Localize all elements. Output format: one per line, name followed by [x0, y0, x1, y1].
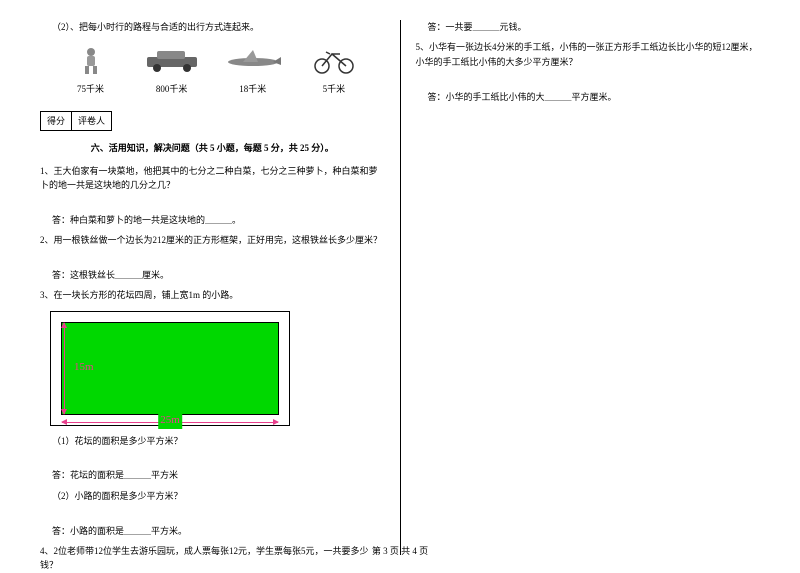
page-container: （2）、把每小时行的路程与合适的出行方式连起来。 75千米 800千米 18千米…: [0, 0, 800, 565]
problem-1: 1、王大伯家有一块菜地，他把其中的七分之二种白菜，七分之三种萝卜，种白菜和萝卜的…: [40, 164, 385, 193]
width-label: 25m: [158, 412, 182, 430]
right-column: 答：一共要＿＿＿元钱。 5、小华有一张边长4分米的手工纸，小伟的一张正方形手工纸…: [401, 20, 771, 555]
plane-icon: [218, 44, 288, 76]
problem-3: 3、在一块长方形的花坛四周，铺上宽1m 的小路。: [40, 288, 385, 302]
transport-labels-row: 75千米 800千米 18千米 5千米: [40, 82, 385, 96]
flowerbed-inner: 25m 15m: [61, 322, 279, 415]
label-0: 75千米: [56, 82, 126, 96]
problem-1-ans: 答：种白菜和萝卜的地一共是这块地的＿＿＿。: [40, 213, 385, 227]
q2-title: （2）、把每小时行的路程与合适的出行方式连起来。: [40, 20, 385, 34]
problem-3-2-ans: 答：小路的面积是＿＿＿平方米。: [40, 524, 385, 538]
left-column: （2）、把每小时行的路程与合适的出行方式连起来。 75千米 800千米 18千米…: [30, 20, 401, 555]
problem-3-2: （2）小路的面积是多少平方米？: [40, 489, 385, 503]
height-label: 15m: [74, 359, 94, 377]
problem-5: 5、小华有一张边长4分米的手工纸，小伟的一张正方形手工纸边长比小华的短12厘米，…: [416, 40, 761, 69]
section6-title: 六、活用知识，解决问题（共 5 小题，每题 5 分，共 25 分）。: [40, 141, 385, 155]
problem-2: 2、用一根铁丝做一个边长为212厘米的正方形框架，正好用完，这根铁丝长多少厘米？: [40, 233, 385, 247]
height-arrow: [58, 323, 70, 414]
problem-5-ans: 答：小华的手工纸比小伟的大＿＿＿平方厘米。: [416, 90, 761, 104]
flowerbed-outer: 25m 15m: [50, 311, 290, 426]
problem-3-1: （1）花坛的面积是多少平方米？: [40, 434, 385, 448]
flowerbed-fill: [62, 323, 278, 414]
flowerbed-figure: 25m 15m: [50, 311, 385, 426]
car-icon: [137, 44, 207, 76]
label-2: 18千米: [218, 82, 288, 96]
width-arrow: 25m: [62, 416, 278, 428]
score-cell-0: 得分: [41, 112, 72, 130]
score-cell-1: 评卷人: [72, 112, 111, 130]
score-box: 得分 评卷人: [40, 111, 112, 131]
person-icon: [56, 44, 126, 76]
bicycle-icon: [299, 44, 369, 76]
label-3: 5千米: [299, 82, 369, 96]
page-footer: 第 3 页 共 4 页: [0, 544, 800, 557]
label-1: 800千米: [137, 82, 207, 96]
problem-3-1-ans: 答：花坛的面积是＿＿＿平方米: [40, 468, 385, 482]
problem-2-ans: 答：这根铁丝长＿＿＿厘米。: [40, 268, 385, 282]
transport-images-row: [40, 44, 385, 76]
problem-4-ans: 答：一共要＿＿＿元钱。: [416, 20, 761, 34]
